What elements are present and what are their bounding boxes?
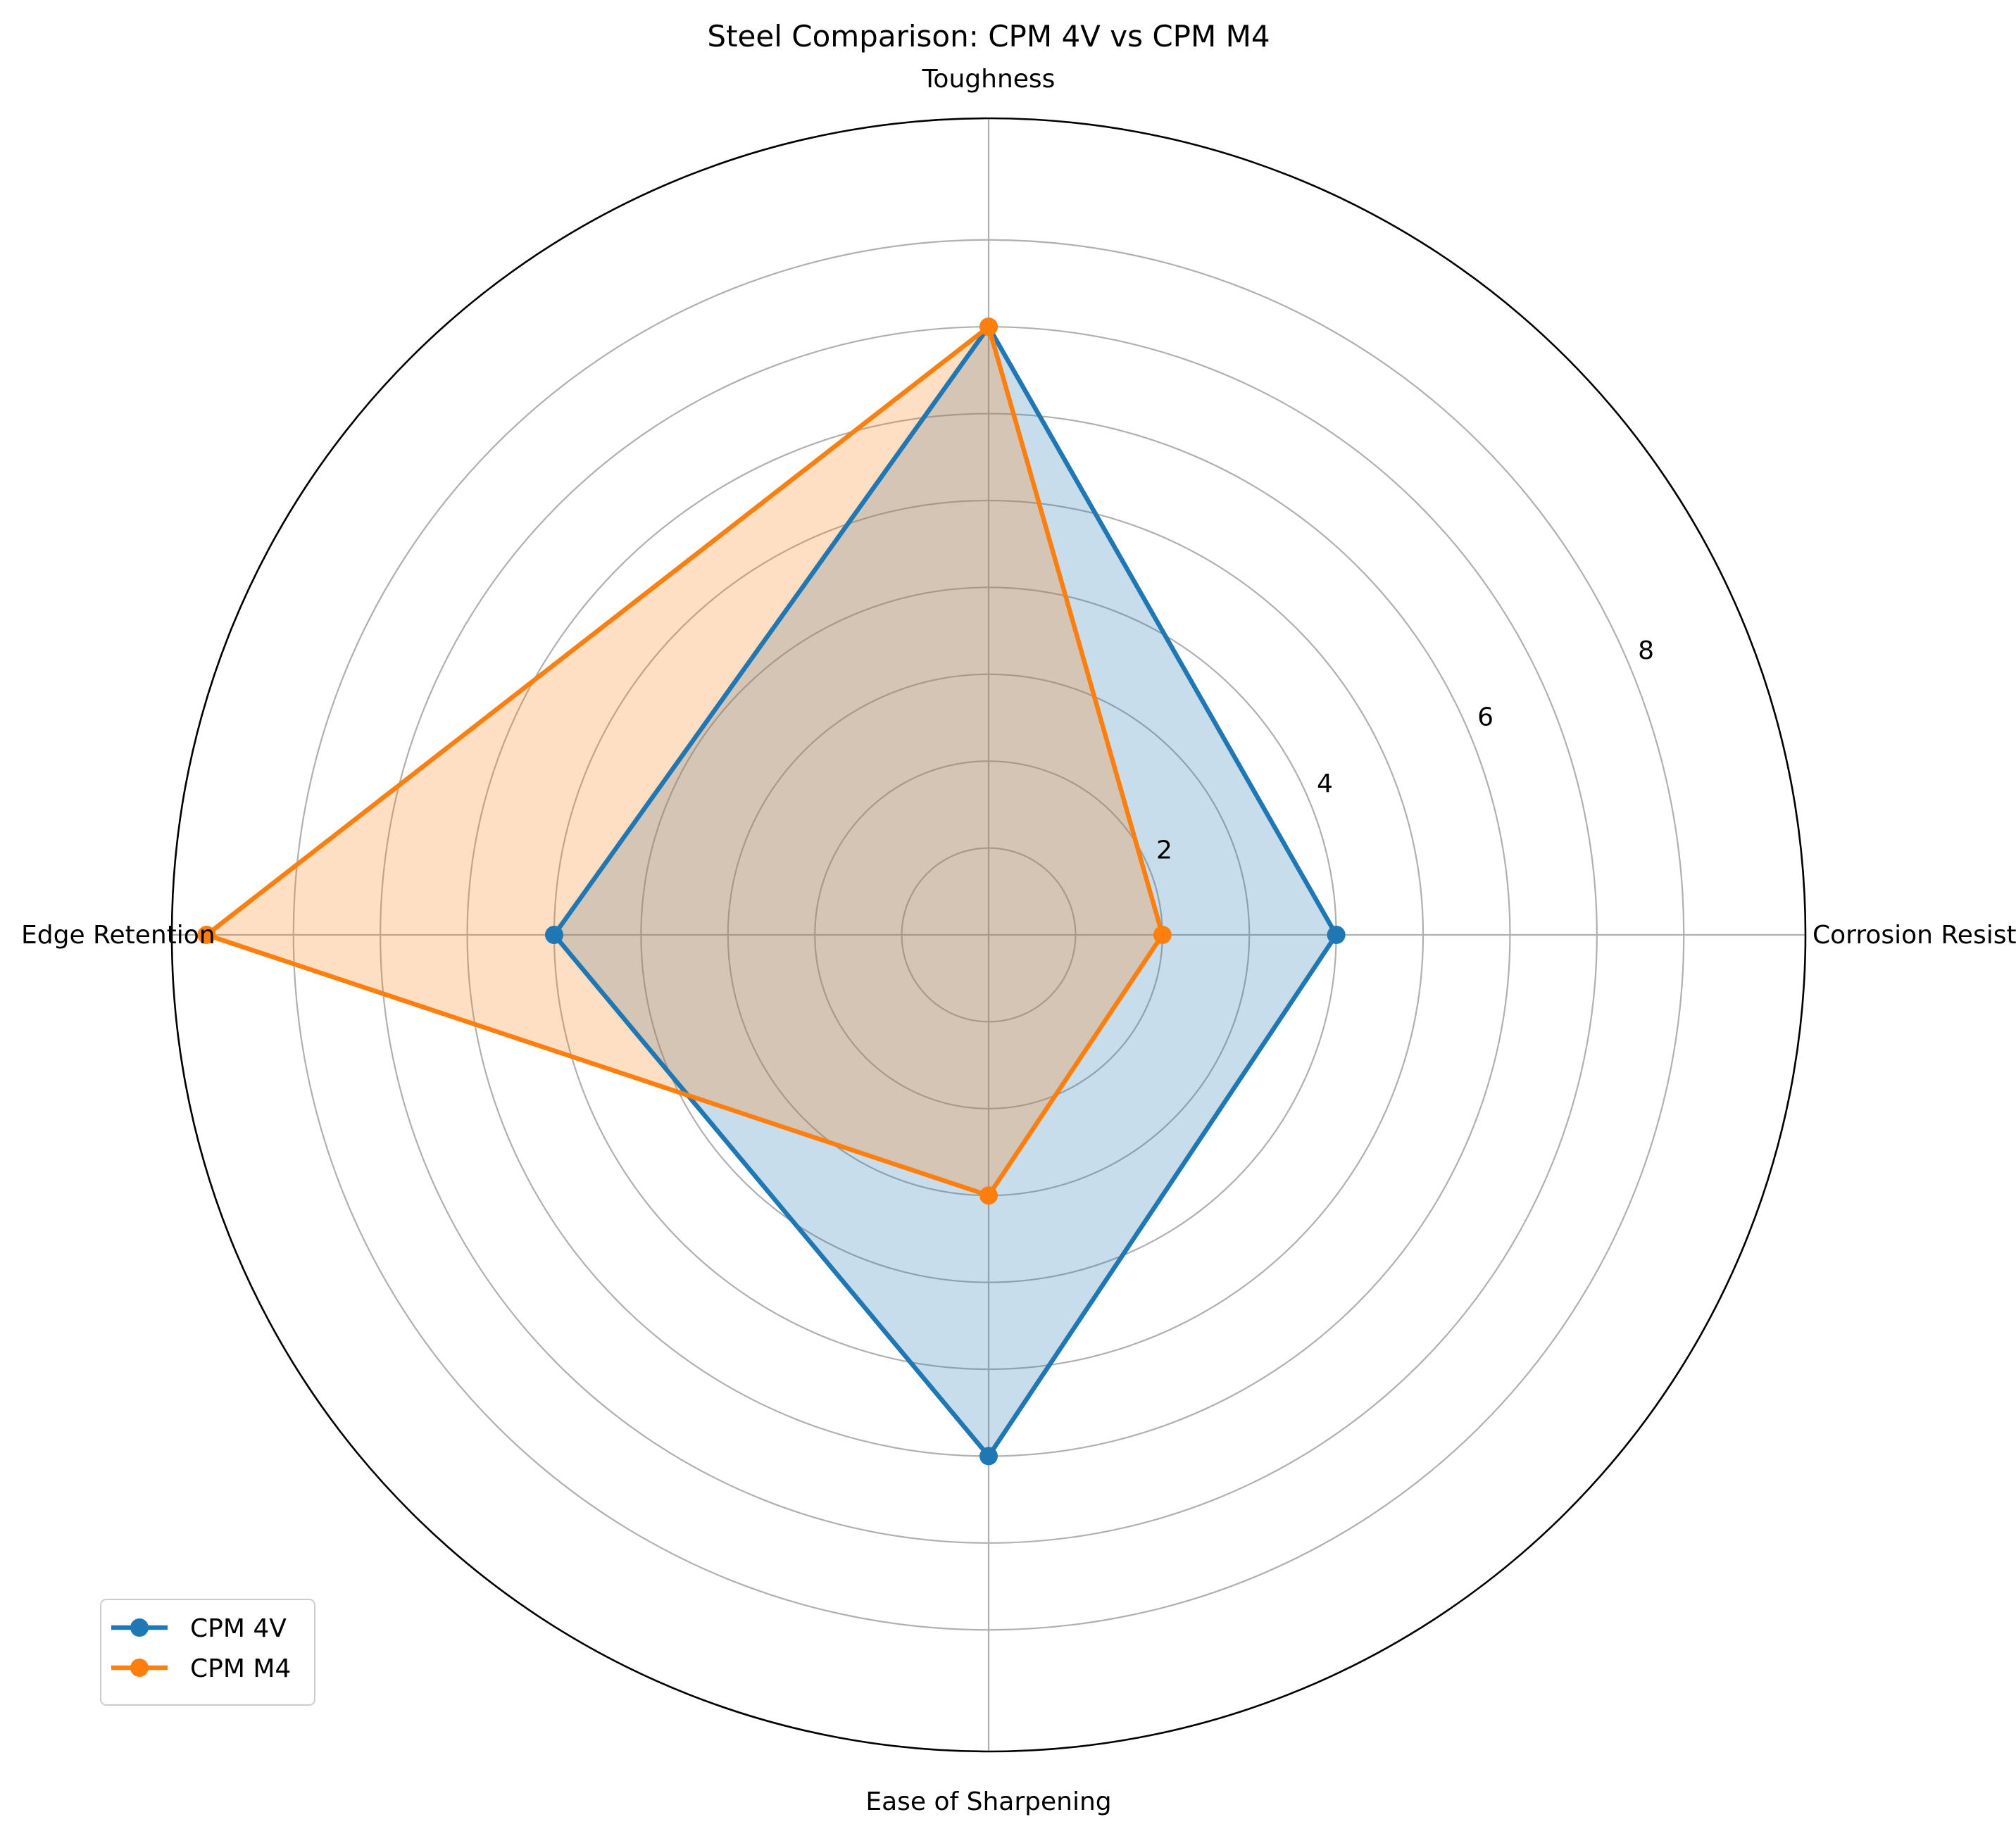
data-point xyxy=(979,1186,998,1205)
category-label: Ease of Sharpening xyxy=(865,1787,1111,1816)
legend-marker xyxy=(130,1659,149,1677)
polar-frame xyxy=(170,117,1807,1753)
legend-marker xyxy=(130,1618,149,1637)
r-tick-label: 8 xyxy=(1638,636,1654,665)
axis-labels: 2 4 6 8 Corrosion Resistance Toughness Edge Re… xyxy=(21,65,2016,1816)
category-label: Edge Retention xyxy=(21,921,215,950)
data-point xyxy=(544,926,563,944)
category-label: Corrosion Resistance xyxy=(1812,921,2016,950)
legend-label: CPM 4V xyxy=(190,1614,287,1643)
r-tick-label: 2 xyxy=(1156,836,1172,865)
data-point xyxy=(197,926,216,944)
data-point xyxy=(1327,926,1346,944)
chart-title: Steel Comparison: CPM 4V vs CPM M4 xyxy=(707,19,1270,54)
series-area-1 xyxy=(206,327,1163,1196)
series-layer xyxy=(197,317,1346,1466)
data-point xyxy=(1153,926,1172,944)
data-point xyxy=(979,1447,998,1466)
legend-label: CPM M4 xyxy=(190,1654,291,1683)
legend: CPM 4V CPM M4 xyxy=(100,1599,315,1706)
category-label: Toughness xyxy=(922,65,1056,94)
series-area-0 xyxy=(554,327,1336,1457)
data-point xyxy=(979,317,998,337)
r-tick-label: 6 xyxy=(1477,703,1494,732)
r-tick-label: 4 xyxy=(1317,769,1333,798)
